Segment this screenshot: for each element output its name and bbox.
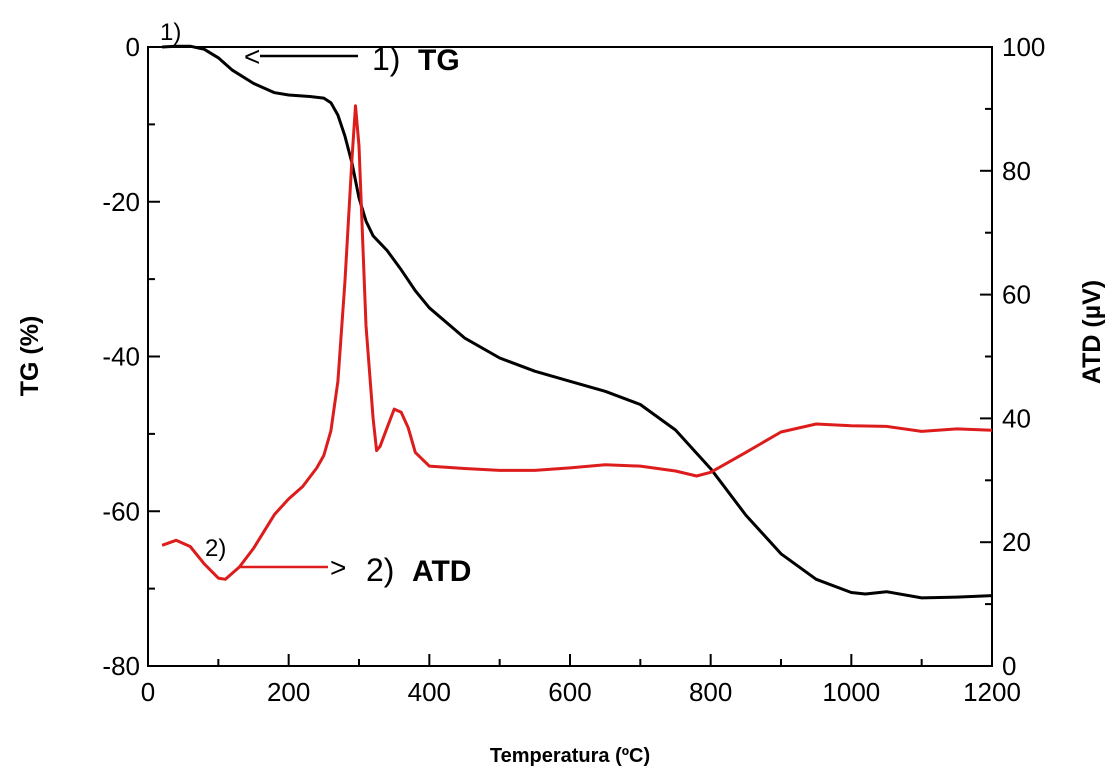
y-left-tick-label: 0 xyxy=(126,32,140,62)
x-tick-label: 0 xyxy=(141,677,155,707)
y-right-tick-label: 40 xyxy=(1002,403,1031,433)
atd-legend-name: ATD xyxy=(412,555,471,588)
x-tick-label: 400 xyxy=(408,677,451,707)
plot-frame xyxy=(147,46,993,667)
y-left-tick-label: -20 xyxy=(102,187,140,217)
axis-tick-labels: 0 200 400 600 800 1000 12000-20-40-60-80100806… xyxy=(102,32,1045,707)
x-tick-label: 600 xyxy=(548,677,591,707)
y-right-axis-title: ATD (µV) xyxy=(1078,280,1106,384)
y-left-tick-label: -60 xyxy=(102,496,140,526)
x-axis-title: Temperatura (ºC) xyxy=(490,745,650,767)
y-left-tick-label: -80 xyxy=(102,651,140,681)
y-right-tick-label: 100 xyxy=(1002,32,1045,62)
y-right-tick-label: 80 xyxy=(1002,156,1031,186)
tg-series-line xyxy=(162,44,993,600)
x-tick-label: 200 xyxy=(267,677,310,707)
x-tick-label: 1200 xyxy=(963,677,1021,707)
axis-ticks xyxy=(147,46,993,667)
series-layer xyxy=(161,44,993,600)
y-left-axis-title: TG (%) xyxy=(16,316,44,397)
y-right-tick-label: 60 xyxy=(1002,280,1031,310)
x-tick-label: 800 xyxy=(689,677,732,707)
atd-series-line xyxy=(161,104,993,581)
x-tick-label: 1000 xyxy=(822,677,880,707)
y-left-tick-label: -40 xyxy=(102,342,140,372)
atd-arrow-head: > xyxy=(330,552,346,583)
tg-legend-name: TG xyxy=(418,44,460,77)
atd-legend-number: 2) xyxy=(366,552,394,588)
y-right-tick-label: 0 xyxy=(1002,651,1016,681)
atd-curve-start-label: 2) xyxy=(205,535,226,562)
tg-legend-number: 1) xyxy=(372,41,400,77)
y-right-tick-label: 20 xyxy=(1002,527,1031,557)
tg-curve-start-label: 1) xyxy=(160,19,181,46)
tg-arrow-head: < xyxy=(244,41,260,72)
